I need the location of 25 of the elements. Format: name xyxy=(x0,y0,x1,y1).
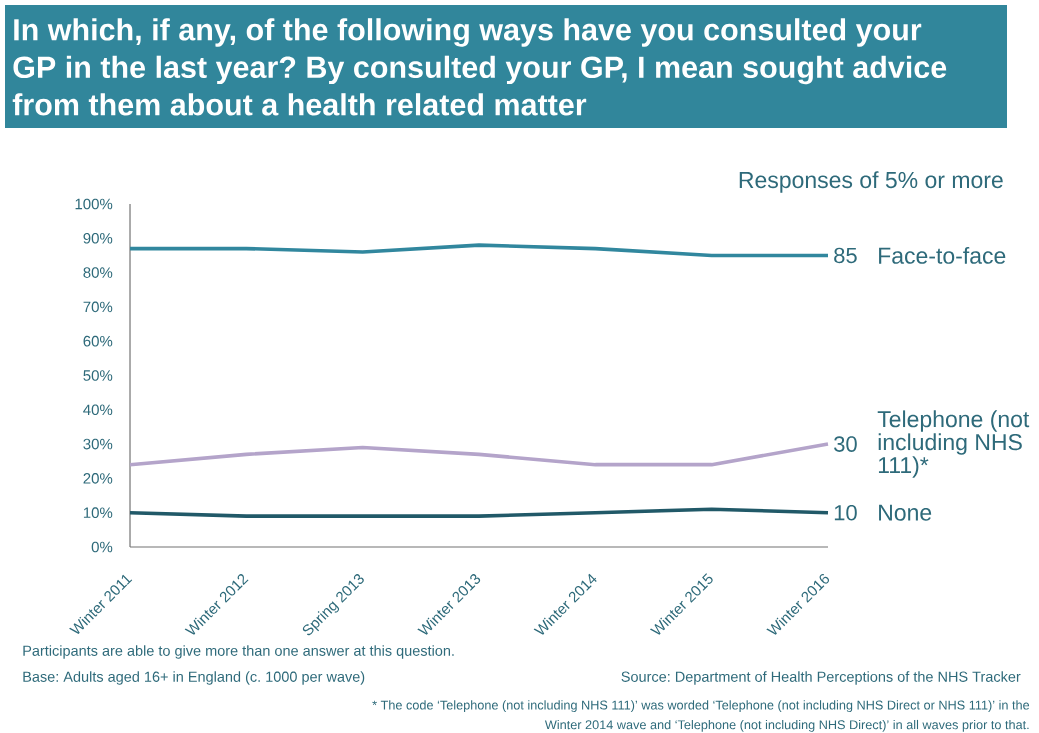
text: Participants are able to give more than one answer at this question. xyxy=(23,645,454,659)
y-tick-label: 20% xyxy=(83,473,113,484)
text: * The code ‘Telephone (not including NHS 111)’ was worded ‘Telephone (not including NHS Direct or NHS 111)’ in the Winter 2014 wave and ‘Telephone (not including NHS Direct)’ in all waves prior to that. xyxy=(372,700,1030,732)
y-tick-label: 40% xyxy=(83,404,113,416)
line-series xyxy=(128,442,830,467)
line-series xyxy=(128,243,830,258)
y-tick-label: 30% xyxy=(83,438,113,450)
y-tick-label: 0% xyxy=(91,541,113,553)
data-label: 10 xyxy=(834,504,857,521)
y-tick-label: 50% xyxy=(83,370,113,381)
text: Base: Adults aged 16+ in England (c. 1000 per wave) xyxy=(23,671,365,685)
text: Face-to-face xyxy=(879,246,1006,264)
text: Telephone (not including NHS 111)* xyxy=(877,410,1030,478)
y-tick-label: 90% xyxy=(83,232,113,244)
text: None xyxy=(879,504,932,521)
data-label: 30 xyxy=(834,436,857,452)
y-tick-label: 70% xyxy=(83,301,113,313)
data-label: 85 xyxy=(834,247,857,264)
chart-subtitle: Responses of 5% or more xyxy=(739,171,1003,193)
y-tick-label: 10% xyxy=(83,507,113,518)
source-note: Source: Department of Health Perceptions of the NHS Tracker xyxy=(621,671,1021,685)
chart-title: In which, if any, of the following ways have you consulted your GP in the last year? By consulted your GP, I mean sought advice from them about a health related matter xyxy=(12,18,947,116)
y-tick-label: 80% xyxy=(83,267,113,278)
y-tick-label: 100% xyxy=(75,198,113,210)
y-tick-label: 60% xyxy=(83,335,113,347)
